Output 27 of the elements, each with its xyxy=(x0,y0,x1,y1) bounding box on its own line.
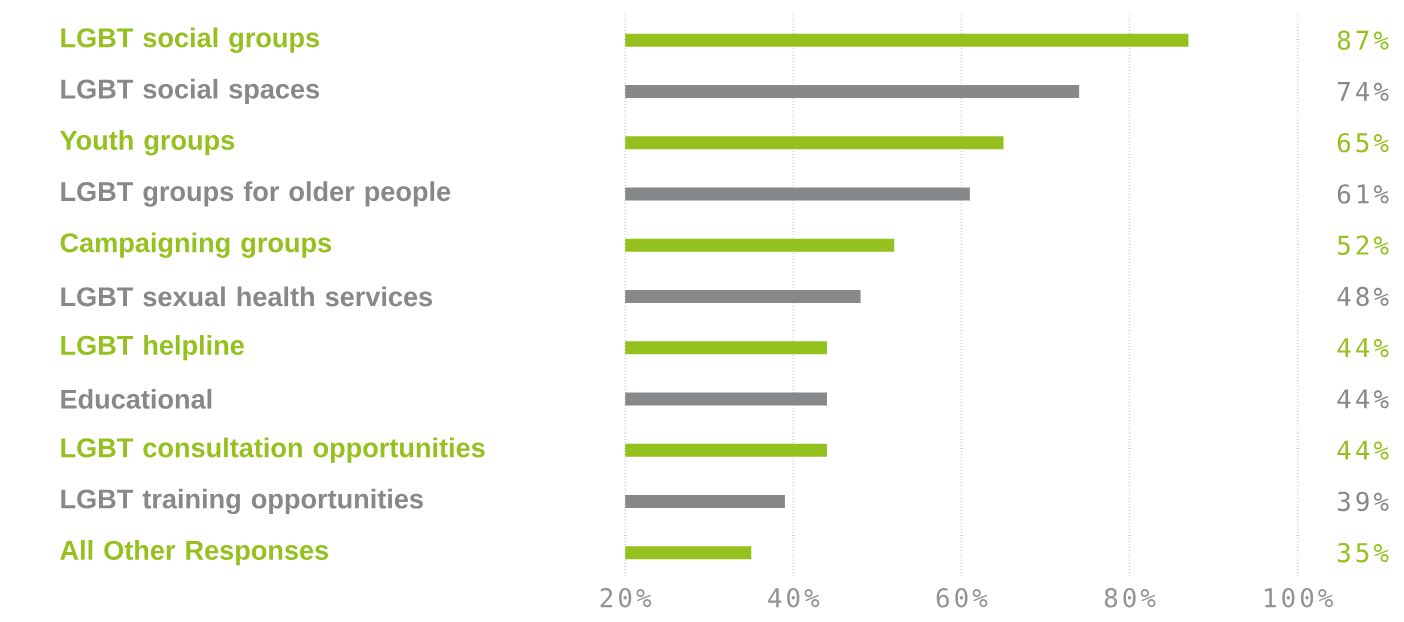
y-tick-label: LGBT social spaces xyxy=(61,78,320,105)
y-tick-label: Campaigning groups xyxy=(60,232,332,258)
data-label: 48% xyxy=(1337,286,1389,307)
data-label: 61% xyxy=(1337,184,1389,204)
x-tick-label: 80% xyxy=(1104,588,1156,608)
data-label: 44% xyxy=(1337,440,1389,460)
y-tick-label: LGBT training opportunities xyxy=(61,488,423,515)
data-label: 65% xyxy=(1337,132,1389,153)
y-tick-label: LGBT helpline xyxy=(61,335,244,361)
y-tick-label: All Other Responses xyxy=(60,540,329,566)
data-label: 44% xyxy=(1337,389,1389,409)
x-tick-label: 100% xyxy=(1265,588,1334,608)
x-tick-label: 40% xyxy=(768,588,820,608)
y-tick-label: Educational xyxy=(61,388,212,409)
x-tick-label: 60% xyxy=(936,588,988,608)
data-label: 87% xyxy=(1337,30,1389,50)
x-tick-label: 20% xyxy=(600,588,652,608)
data-label: 44% xyxy=(1337,338,1389,358)
y-tick-label: LGBT sexual health services xyxy=(61,286,433,307)
data-label: 39% xyxy=(1337,491,1389,512)
y-tick-label: LGBT social groups xyxy=(61,27,320,53)
y-tick-label: Youth groups xyxy=(59,130,235,156)
y-tick-label: LGBT groups for older people xyxy=(61,181,451,207)
data-label: 35% xyxy=(1337,542,1389,563)
data-label: 74% xyxy=(1337,82,1389,101)
data-label: 52% xyxy=(1338,235,1389,255)
y-tick-label: LGBT consultation opportunities xyxy=(61,437,485,463)
